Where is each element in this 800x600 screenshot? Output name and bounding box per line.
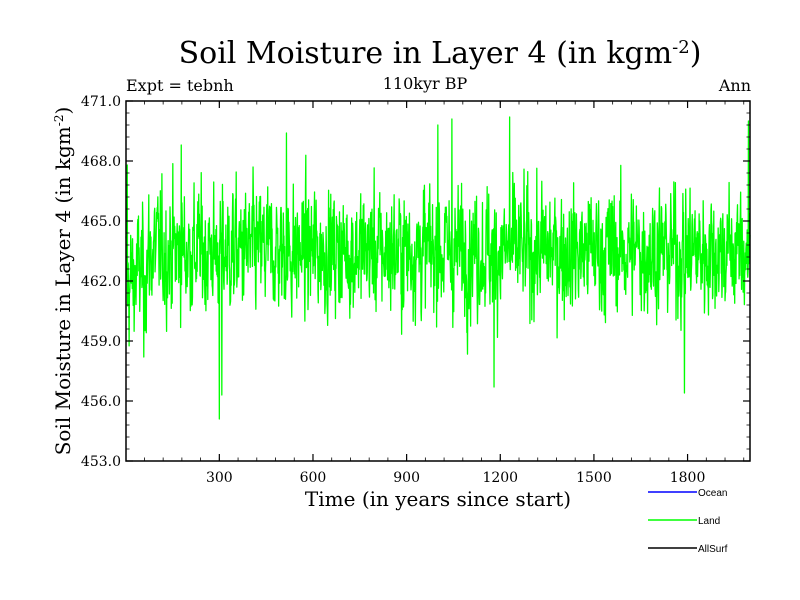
y-tick-label: 465.0 bbox=[81, 214, 121, 230]
y-tick-label: 471.0 bbox=[81, 94, 121, 110]
chart-subtitle: 110kyr BP bbox=[383, 74, 468, 93]
x-tick-label: 900 bbox=[393, 470, 420, 486]
y-tick-label: 453.0 bbox=[81, 454, 121, 470]
legend: Ocean Land AllSurf bbox=[648, 488, 728, 555]
x-tick-label: 1800 bbox=[670, 470, 706, 486]
legend-label-land: Land bbox=[698, 516, 720, 527]
series-layer bbox=[125, 116, 751, 420]
x-tick-label: 600 bbox=[300, 470, 327, 486]
legend-label-ocean: Ocean bbox=[698, 488, 727, 499]
y-axis: 453.0 456.0 459.0 462.0 465.0 468.0 471.0 bbox=[81, 94, 750, 470]
y-tick-label: 468.0 bbox=[81, 154, 121, 170]
plot-area: 300 600 900 1200 1500 1800 453.0 456.0 459.0 462… bbox=[81, 94, 751, 486]
x-tick-label: 300 bbox=[206, 470, 233, 486]
y-tick-label: 462.0 bbox=[81, 274, 121, 290]
legend-label-allsurf: AllSurf bbox=[698, 544, 728, 555]
series-line-land bbox=[125, 116, 751, 420]
x-tick-label: 1200 bbox=[482, 470, 518, 486]
y-tick-label: 459.0 bbox=[81, 334, 121, 350]
y-tick-label: 456.0 bbox=[81, 394, 121, 410]
x-axis: 300 600 900 1200 1500 1800 bbox=[144, 101, 745, 486]
y-axis-label: Soil Moisture in Layer 4 (in kgm-2) bbox=[51, 107, 75, 456]
season-label: Ann bbox=[718, 76, 751, 95]
x-axis-label: Time (in years since start) bbox=[305, 487, 571, 511]
experiment-label: Expt = tebnh bbox=[126, 76, 234, 95]
x-tick-label: 1500 bbox=[576, 470, 612, 486]
chart-title: Soil Moisture in Layer 4 (in kgm-2) bbox=[179, 36, 702, 71]
